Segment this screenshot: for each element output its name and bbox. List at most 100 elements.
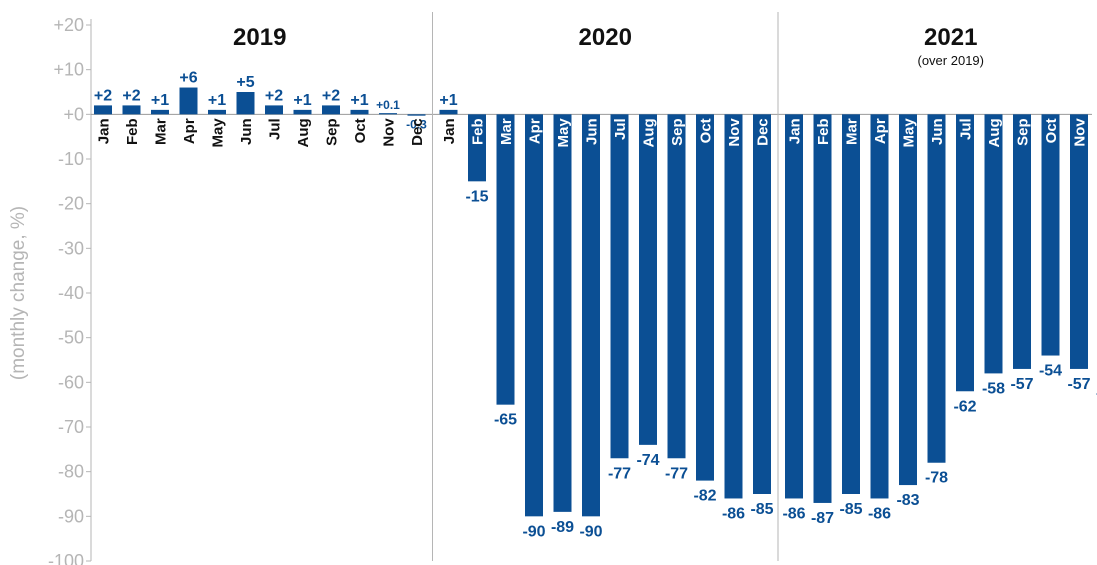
bar <box>293 109 312 115</box>
y-tick-labels: +20 +10 +0 -10 -20 -30 -40 -50 -60 -70 -80 -90 -100 <box>48 15 91 565</box>
data-label: +2 <box>322 87 340 104</box>
month-label: Jul <box>612 118 629 140</box>
bar <box>350 109 369 115</box>
y-tick-label: -70 <box>58 417 84 437</box>
bar <box>813 114 832 503</box>
data-label: -65 <box>494 412 517 429</box>
data-label: -85 <box>750 501 773 518</box>
month-label: Feb <box>470 118 487 145</box>
bar <box>496 114 515 405</box>
month-label: Oct <box>698 118 715 143</box>
bar <box>322 105 340 115</box>
group-separators <box>432 12 779 561</box>
data-label: -15 <box>465 188 488 205</box>
data-label: -85 <box>839 501 862 518</box>
data-label: -90 <box>522 523 545 540</box>
month-label: Nov <box>1072 118 1089 147</box>
data-label: -83 <box>896 492 919 509</box>
data-label: +2 <box>94 87 112 104</box>
year-titles: 2019 2020 2021 (over 2019) <box>233 24 984 68</box>
data-label: -86 <box>782 505 805 522</box>
bar <box>696 114 714 481</box>
bar <box>639 114 657 445</box>
month-label: Sep <box>669 118 686 146</box>
data-label: -0.3 <box>406 117 427 131</box>
month-label: Feb <box>124 118 141 145</box>
month-labels: Jan Feb Mar Apr May Jun Jul Aug Sep Oct Nov Dec Jan F… <box>96 118 1089 148</box>
month-label: Apr <box>181 118 198 144</box>
data-label: -78 <box>925 470 948 487</box>
month-label: Jun <box>929 118 946 145</box>
month-label: Jan <box>441 118 458 144</box>
data-label: -59 <box>1096 385 1097 402</box>
month-label: Apr <box>527 118 544 144</box>
y-tick-label: -20 <box>58 194 84 214</box>
bar <box>407 114 426 116</box>
data-label: +1 <box>350 92 368 109</box>
bar <box>151 109 169 115</box>
bar <box>236 92 255 115</box>
bar <box>984 114 1003 374</box>
y-tick-label: +10 <box>53 60 84 80</box>
month-label: Aug <box>295 118 312 147</box>
month-label: Aug <box>986 118 1003 147</box>
data-label: -89 <box>551 519 574 536</box>
data-label: -86 <box>722 505 745 522</box>
year-note: (over 2019) <box>918 53 984 68</box>
data-labels: +2 +2 +1+6+1+5+2 +1 +2 +1 +0.1-0.3+1-15-65-90-… <box>94 70 1097 541</box>
bar <box>927 114 946 463</box>
data-label: +1 <box>439 92 457 109</box>
bar <box>265 105 283 115</box>
data-label: -86 <box>868 505 891 522</box>
bar <box>956 114 974 392</box>
bar <box>724 114 743 499</box>
data-label: -74 <box>636 452 659 469</box>
data-label: +1 <box>293 92 311 109</box>
bar <box>94 105 112 115</box>
bar <box>553 114 572 512</box>
month-label: Nov <box>726 118 743 147</box>
bar <box>582 114 600 517</box>
data-label: -57 <box>1010 376 1033 393</box>
bar <box>785 114 803 499</box>
data-label: -90 <box>579 523 602 540</box>
month-label: Jul <box>267 118 284 140</box>
month-label: Nov <box>381 118 398 147</box>
year-title: 2019 <box>233 24 286 51</box>
data-label: -62 <box>953 398 976 415</box>
month-label: Dec <box>755 118 772 146</box>
month-label: Apr <box>872 118 889 144</box>
bar <box>468 114 486 182</box>
month-label: Dec <box>409 118 426 146</box>
data-label: +5 <box>236 74 254 91</box>
y-tick-label: -30 <box>58 238 84 258</box>
bar <box>753 114 771 494</box>
year-title: 2021 <box>924 24 977 51</box>
bar <box>842 114 860 494</box>
y-tick-label: -10 <box>58 149 84 169</box>
month-label: May <box>901 118 918 148</box>
bar <box>122 105 141 115</box>
bar <box>179 87 198 115</box>
year-title: 2020 <box>579 24 632 51</box>
y-axis-label: (monthly change, %) <box>8 206 29 380</box>
data-label: -77 <box>665 465 688 482</box>
month-label: Feb <box>815 118 832 145</box>
bar <box>610 114 629 459</box>
data-label: -54 <box>1039 363 1062 380</box>
y-tick-label: -80 <box>58 462 84 482</box>
data-label: -87 <box>811 510 834 527</box>
bars <box>94 87 1088 517</box>
month-label: Jun <box>238 118 255 145</box>
y-tick-label: +0 <box>63 104 84 124</box>
month-label: May <box>555 118 572 148</box>
month-label: Mar <box>153 118 170 145</box>
month-label: Sep <box>1015 118 1032 146</box>
month-label: Oct <box>352 118 369 143</box>
month-label: Sep <box>324 118 341 146</box>
data-label: +1 <box>151 92 169 109</box>
bar <box>208 109 226 115</box>
y-tick-label: -60 <box>58 372 84 392</box>
